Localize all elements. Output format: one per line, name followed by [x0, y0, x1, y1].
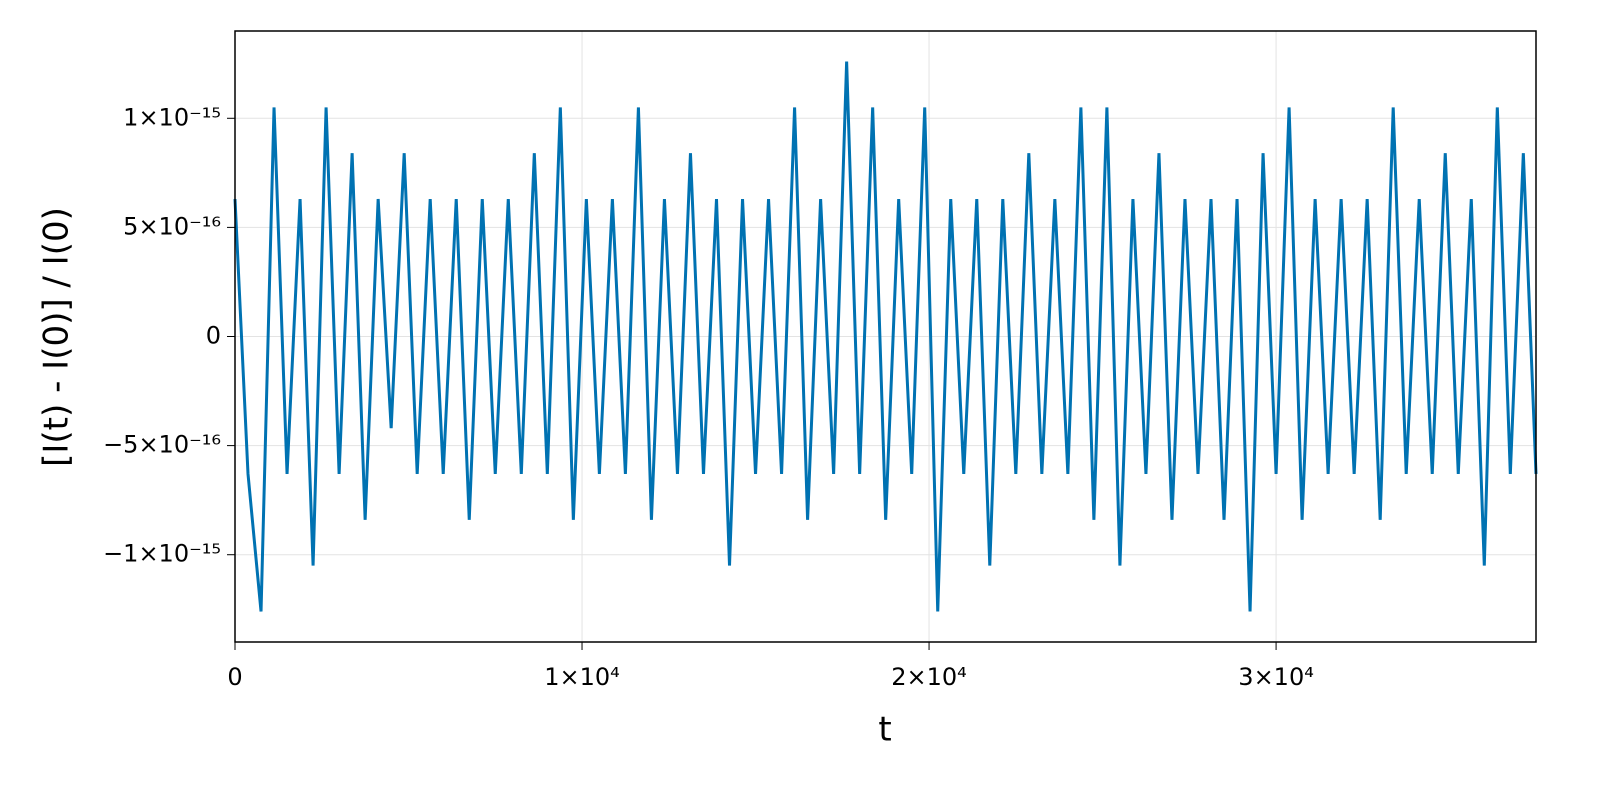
y-tick-label: 0 — [206, 322, 221, 350]
x-tick-label: 0 — [227, 663, 242, 691]
x-axis-title: t — [878, 710, 891, 750]
y-axis-title: [I(t) - I(0)] / I(0) — [37, 207, 77, 467]
y-tick-label: −1×10⁻¹⁵ — [103, 540, 221, 568]
x-tick-label: 3×10⁴ — [1238, 663, 1314, 691]
y-tick-label: 5×10⁻¹⁶ — [123, 212, 221, 240]
x-tick-label: 1×10⁴ — [544, 663, 620, 691]
x-tick-label: 2×10⁴ — [891, 663, 967, 691]
y-tick-label: 1×10⁻¹⁵ — [123, 103, 221, 131]
data-line — [233, 61, 1538, 612]
y-tick-label: −5×10⁻¹⁶ — [103, 431, 221, 459]
plot-frame — [234, 30, 1537, 643]
